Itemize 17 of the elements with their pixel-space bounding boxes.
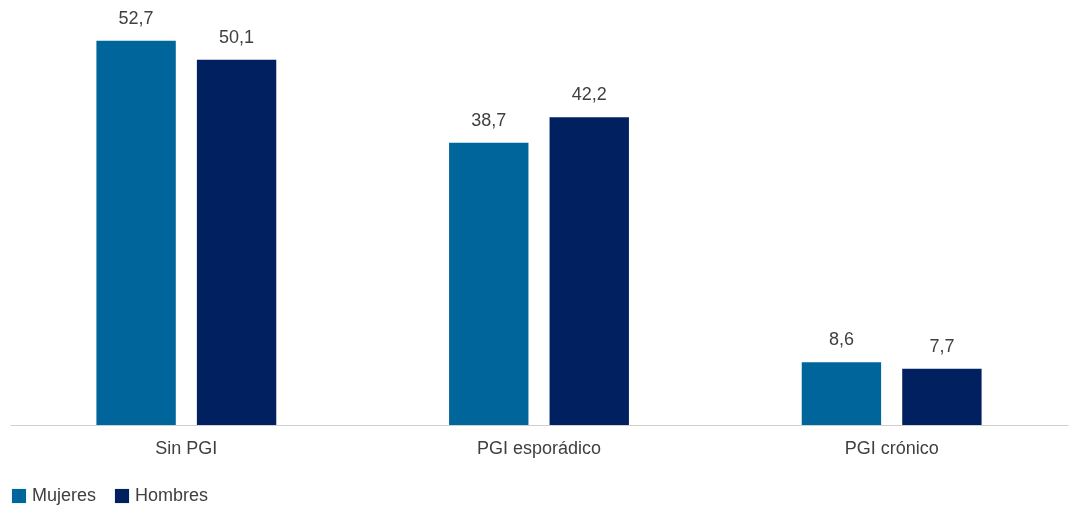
bar xyxy=(96,40,176,425)
bar xyxy=(196,59,277,425)
legend-label: Mujeres xyxy=(32,485,97,505)
x-tick-label: PGI crónico xyxy=(844,437,939,458)
data-label: 38,7 xyxy=(471,109,507,130)
data-label: 52,7 xyxy=(118,7,154,28)
bar xyxy=(549,117,629,425)
bar xyxy=(449,142,529,425)
data-label: 7,7 xyxy=(929,335,955,356)
x-tick-label: Sin PGI xyxy=(155,437,218,458)
bar xyxy=(801,362,882,425)
bar xyxy=(902,368,982,425)
data-label: 8,6 xyxy=(828,329,854,350)
legend-label: Hombres xyxy=(135,485,209,505)
data-label: 42,2 xyxy=(571,84,607,105)
data-label: 50,1 xyxy=(219,26,255,47)
x-tick-label: PGI esporádico xyxy=(476,437,602,458)
